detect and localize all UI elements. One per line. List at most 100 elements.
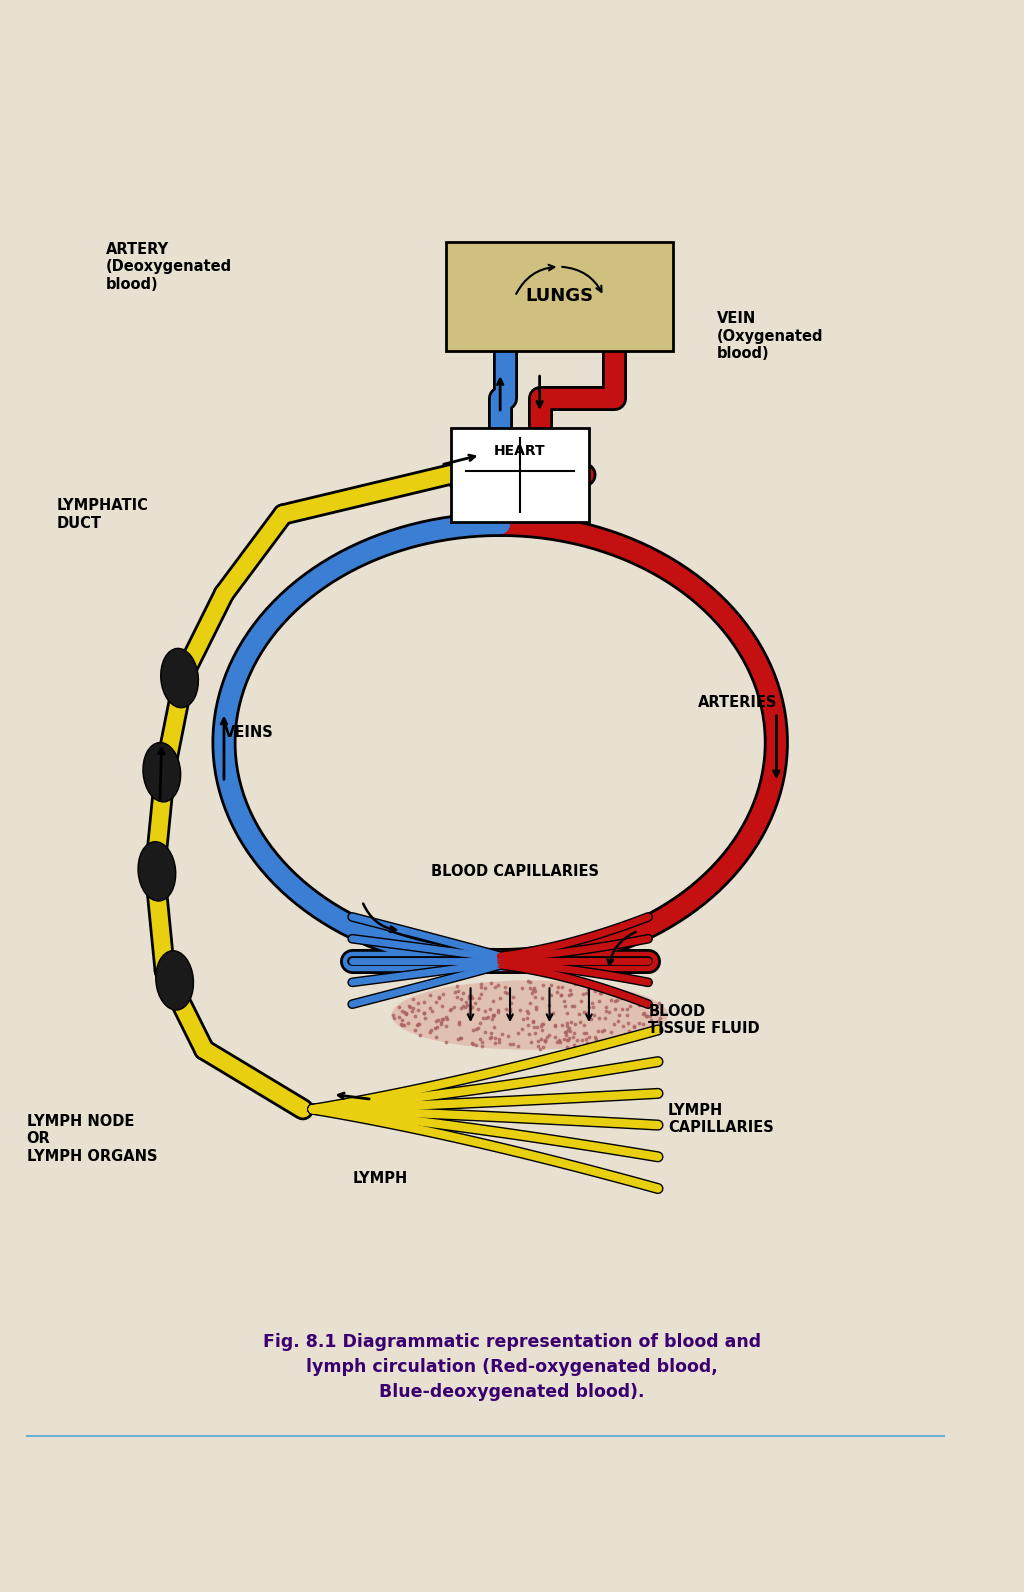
Point — [452, 1025, 468, 1051]
FancyBboxPatch shape — [445, 242, 673, 350]
Point — [622, 993, 638, 1019]
Point — [524, 981, 541, 1006]
Point — [390, 1005, 407, 1030]
Point — [493, 985, 509, 1011]
Point — [502, 998, 518, 1024]
Point — [521, 1020, 538, 1046]
Point — [522, 990, 539, 1016]
Point — [483, 1020, 500, 1046]
Point — [578, 981, 594, 1006]
Point — [407, 1017, 423, 1043]
Point — [503, 990, 519, 1016]
Ellipse shape — [161, 648, 199, 708]
Point — [554, 974, 570, 1000]
Text: LYMPHATIC
DUCT: LYMPHATIC DUCT — [56, 498, 148, 530]
Point — [465, 1032, 481, 1057]
Point — [497, 974, 513, 1000]
Ellipse shape — [391, 981, 668, 1049]
Ellipse shape — [156, 950, 194, 1009]
Point — [416, 1001, 432, 1027]
Point — [558, 1013, 574, 1038]
Point — [561, 982, 578, 1008]
Point — [472, 1027, 488, 1052]
Point — [605, 1011, 622, 1036]
Point — [482, 970, 499, 995]
Point — [634, 990, 650, 1016]
Point — [461, 1000, 477, 1025]
Point — [631, 992, 647, 1017]
Point — [485, 989, 502, 1014]
Point — [538, 1028, 554, 1054]
Point — [424, 998, 440, 1024]
Point — [529, 1028, 546, 1054]
Point — [503, 1001, 519, 1027]
Point — [403, 998, 420, 1024]
Point — [473, 1028, 489, 1054]
Point — [431, 985, 447, 1011]
Point — [485, 1014, 502, 1040]
Point — [509, 1033, 525, 1059]
Point — [525, 1009, 542, 1035]
Point — [622, 1017, 638, 1043]
Point — [579, 1030, 595, 1055]
Point — [468, 1017, 484, 1043]
Point — [453, 1025, 469, 1051]
Text: VEIN
(Oxygenated
blood): VEIN (Oxygenated blood) — [717, 310, 823, 361]
Point — [534, 1011, 550, 1036]
Point — [549, 979, 565, 1005]
Point — [562, 1019, 579, 1044]
Point — [563, 981, 580, 1006]
Text: HEART: HEART — [494, 444, 546, 458]
Point — [422, 1017, 438, 1043]
Point — [579, 1000, 595, 1025]
Point — [520, 1013, 537, 1038]
Text: BLOOD CAPILLARIES: BLOOD CAPILLARIES — [431, 864, 599, 879]
Point — [555, 1027, 571, 1052]
Point — [643, 1008, 659, 1033]
Point — [486, 1030, 503, 1055]
Point — [543, 982, 559, 1008]
Text: VEINS: VEINS — [224, 724, 273, 740]
Point — [581, 993, 597, 1019]
Point — [603, 987, 620, 1013]
Point — [482, 1024, 499, 1049]
Point — [565, 1020, 582, 1046]
Point — [607, 1025, 624, 1051]
Point — [578, 1020, 594, 1046]
Point — [551, 1028, 567, 1054]
Point — [519, 1000, 536, 1025]
Point — [416, 1001, 432, 1027]
Point — [590, 1017, 606, 1043]
Point — [551, 1027, 567, 1052]
Point — [604, 1030, 621, 1055]
Point — [566, 1013, 583, 1038]
Point — [430, 984, 446, 1009]
Point — [612, 985, 629, 1011]
Point — [497, 979, 513, 1005]
Point — [477, 1019, 494, 1044]
Point — [581, 1025, 597, 1051]
Point — [561, 977, 578, 1003]
Point — [635, 1011, 651, 1036]
Point — [399, 1009, 416, 1035]
Point — [557, 1019, 573, 1044]
Point — [437, 1013, 454, 1038]
Point — [530, 1033, 547, 1059]
Point — [528, 1014, 545, 1040]
Point — [600, 998, 616, 1024]
Point — [459, 990, 475, 1016]
Point — [556, 989, 572, 1014]
Point — [473, 974, 489, 1000]
Point — [450, 984, 466, 1009]
Point — [438, 1006, 455, 1032]
Point — [409, 1013, 425, 1038]
Point — [527, 995, 544, 1020]
Point — [462, 993, 478, 1019]
Point — [396, 1000, 413, 1025]
Point — [520, 968, 537, 993]
Point — [461, 985, 477, 1011]
Point — [446, 993, 463, 1019]
Point — [422, 982, 438, 1008]
Point — [614, 1013, 631, 1038]
Point — [531, 1036, 548, 1062]
